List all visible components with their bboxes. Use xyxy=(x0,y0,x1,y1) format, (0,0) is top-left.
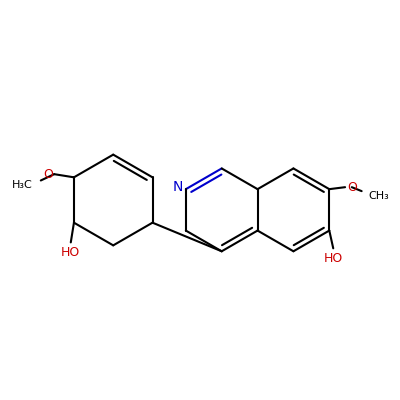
Text: O: O xyxy=(43,168,53,181)
Text: N: N xyxy=(172,180,183,194)
Text: HO: HO xyxy=(61,246,80,258)
Text: H₃C: H₃C xyxy=(12,180,32,190)
Text: O: O xyxy=(347,181,357,194)
Text: HO: HO xyxy=(324,252,343,265)
Text: CH₃: CH₃ xyxy=(368,191,389,201)
